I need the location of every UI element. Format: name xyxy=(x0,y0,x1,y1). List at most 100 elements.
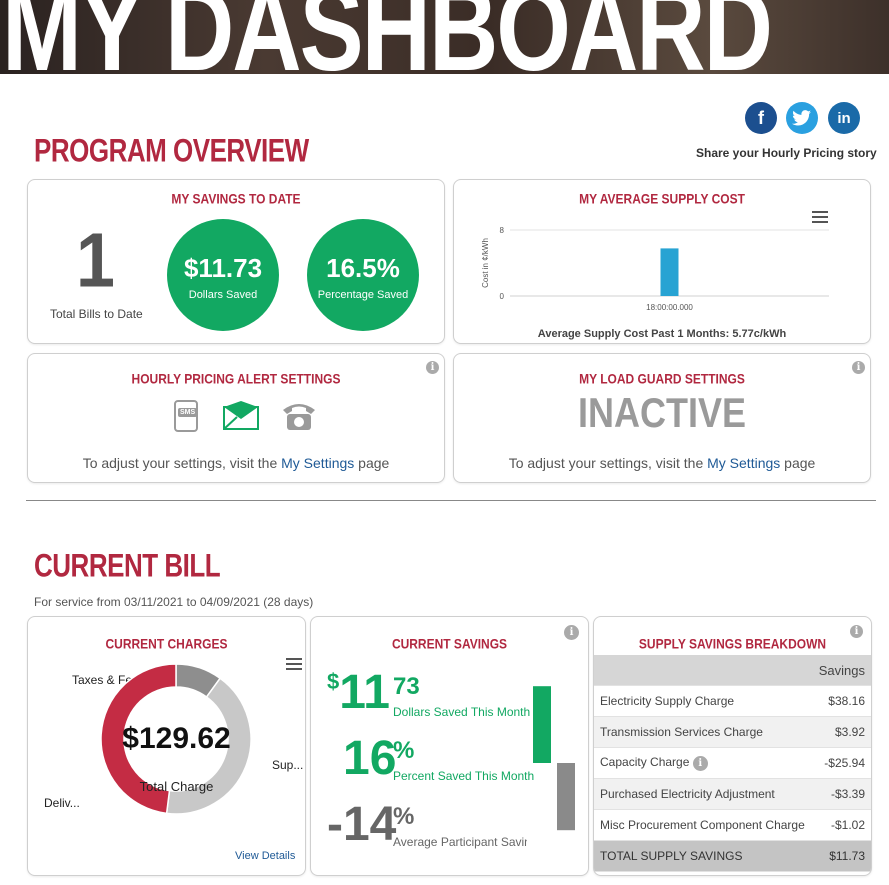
percent-int: 16 xyxy=(343,732,397,785)
info-icon[interactable]: i xyxy=(564,625,579,640)
row-value: -$3.39 xyxy=(816,778,871,810)
savings-comparison-bars xyxy=(533,686,575,831)
phone-call-icon[interactable] xyxy=(280,400,318,432)
dollars-dec: 73 xyxy=(393,673,420,700)
facebook-icon[interactable]: f xyxy=(745,102,777,134)
savings-bar-average xyxy=(557,763,575,831)
chart-menu-icon[interactable] xyxy=(812,211,828,223)
supply-cost-chart: 8 0 Cost in ¢/kWh 18:00:00.000 xyxy=(481,226,829,312)
row-label: Capacity Charge i xyxy=(594,747,817,779)
info-icon[interactable]: i xyxy=(850,625,863,638)
average-supply-cost-card: MY AVERAGE SUPPLY COST 8 0 Cost in ¢/kWh 18… xyxy=(453,179,871,344)
total-label: TOTAL SUPPLY SAVINGS xyxy=(594,840,817,872)
table-total-row: TOTAL SUPPLY SAVINGS $11.73 xyxy=(594,840,871,872)
donut-hole xyxy=(125,688,227,790)
total-bills-count: 1 xyxy=(76,217,115,303)
savings-to-date-card: MY SAVINGS TO DATE 1 Total Bills to Date… xyxy=(27,179,445,344)
x-tick-label: 18:00:00.000 xyxy=(646,303,693,312)
donut-slice[interactable] xyxy=(100,663,177,815)
dollars-saved-circle: $11.73 Dollars Saved xyxy=(167,219,279,331)
row-value: -$1.02 xyxy=(816,809,871,841)
total-value: $11.73 xyxy=(816,840,871,872)
supply-breakdown-card: SUPPLY SAVINGS BREAKDOWN i Savings Elect… xyxy=(593,616,872,876)
current-savings-card: CURRENT SAVINGS i $11 73 Dollars Saved T… xyxy=(310,616,589,876)
row-value: -$25.94 xyxy=(816,747,871,779)
hero-banner: MY DASHBOARD xyxy=(0,0,889,74)
slice-label: Sup... xyxy=(272,758,303,772)
page-title: MY DASHBOARD xyxy=(2,0,773,74)
sms-phone-icon[interactable]: SMS xyxy=(174,400,198,432)
average-supply-cost-footer: Average Supply Cost Past 1 Months: 5.77c… xyxy=(537,328,787,340)
share-story-text: Share your Hourly Pricing story xyxy=(696,146,877,160)
savings-header: Savings xyxy=(594,655,871,686)
y-tick-label: 8 xyxy=(500,226,505,235)
twitter-icon[interactable] xyxy=(786,102,818,134)
table-row: Electricity Supply Charge $38.16 xyxy=(594,685,871,717)
load-guard-title: MY LOAD GUARD SETTINGS xyxy=(579,370,745,388)
percentage-saved-circle: 16.5% Percentage Saved xyxy=(307,219,419,331)
alert-settings-card: HOURLY PRICING ALERT SETTINGS i SMS To a… xyxy=(27,353,445,483)
current-bill-title: CURRENT BILL xyxy=(34,546,221,584)
view-details-link[interactable]: View Details xyxy=(235,850,296,862)
table-row: Misc Procurement Component Charge -$1.02 xyxy=(594,809,871,841)
row-label: Transmission Services Charge xyxy=(594,716,817,748)
linkedin-icon[interactable]: in xyxy=(828,102,860,134)
load-guard-text: To adjust your settings, visit the My Se… xyxy=(454,455,870,471)
load-guard-prefix: To adjust your settings, visit the xyxy=(508,455,708,471)
charges-donut-chart: Taxes & FeesSup...Deliv... xyxy=(44,663,303,815)
row-label: Misc Procurement Component Charge xyxy=(594,809,817,841)
alert-settings-text: To adjust your settings, visit the My Se… xyxy=(28,455,444,471)
sms-badge: SMS xyxy=(178,408,198,417)
twitter-bird-icon xyxy=(792,110,811,126)
savings-bar-you xyxy=(533,686,551,763)
dollars-int: 11 xyxy=(339,666,390,719)
slice-label: Deliv... xyxy=(44,796,80,810)
load-guard-card: MY LOAD GUARD SETTINGS i INACTIVE To adj… xyxy=(453,353,871,483)
total-charge-label: Total Charge xyxy=(139,779,214,794)
table-row: Purchased Electricity Adjustment -$3.39 xyxy=(594,778,871,810)
donut-slice[interactable] xyxy=(165,677,252,815)
avg-participant-label: Average Participant Savings xyxy=(393,835,527,849)
current-charges-title: CURRENT CHARGES xyxy=(105,635,228,653)
alert-settings-title: HOURLY PRICING ALERT SETTINGS xyxy=(131,370,341,388)
row-value: $3.92 xyxy=(816,716,871,748)
dollar-sign: $ xyxy=(327,669,340,694)
bar[interactable] xyxy=(660,248,679,296)
service-period: For service from 03/11/2021 to 04/09/202… xyxy=(34,595,314,609)
total-bills-label: Total Bills to Date xyxy=(50,307,143,321)
dollars-saved-label: Dollars Saved xyxy=(188,289,258,301)
section-divider xyxy=(26,500,876,501)
info-icon[interactable]: i xyxy=(692,755,708,771)
percentage-saved-value: 16.5% xyxy=(326,253,400,283)
avg-participant-int: -14 xyxy=(327,798,397,851)
alert-settings-suffix: page xyxy=(354,455,390,471)
chart-menu-icon[interactable] xyxy=(286,658,302,670)
table-row: Transmission Services Charge $3.92 xyxy=(594,716,871,748)
email-envelope-icon[interactable] xyxy=(223,401,259,431)
info-icon[interactable]: i xyxy=(852,361,865,374)
my-settings-link[interactable]: My Settings xyxy=(707,455,781,471)
percentage-saved-label: Percentage Saved xyxy=(317,289,409,301)
current-charges-card: CURRENT CHARGES Taxes & Fees Sup... Deliv.… xyxy=(27,616,306,876)
savings-to-date-title: MY SAVINGS TO DATE xyxy=(171,190,301,208)
y-tick-label: 0 xyxy=(500,292,505,301)
capacity-charge-label: Capacity Charge xyxy=(600,755,690,770)
load-guard-suffix: page xyxy=(780,455,816,471)
avg-participant-sign: % xyxy=(393,803,415,830)
my-settings-link[interactable]: My Settings xyxy=(281,455,355,471)
current-savings-title: CURRENT SAVINGS xyxy=(391,635,508,653)
row-label: Electricity Supply Charge xyxy=(594,685,817,717)
row-value: $38.16 xyxy=(816,685,871,717)
average-supply-cost-title: MY AVERAGE SUPPLY COST xyxy=(579,190,745,208)
load-guard-status: INACTIVE xyxy=(577,388,746,436)
dollars-saved-value: $11.73 xyxy=(183,253,263,283)
dollars-saved-month: $11 xyxy=(327,669,390,717)
y-axis-label: Cost in ¢/kWh xyxy=(481,238,490,288)
supply-breakdown-table: Savings Electricity Supply Charge $38.16 … xyxy=(594,655,871,872)
supply-breakdown-title: SUPPLY SAVINGS BREAKDOWN xyxy=(638,635,827,653)
percent-sign: % xyxy=(393,737,415,764)
alert-settings-prefix: To adjust your settings, visit the xyxy=(82,455,282,471)
program-overview-title: PROGRAM OVERVIEW xyxy=(34,131,309,169)
row-label: Purchased Electricity Adjustment xyxy=(594,778,817,810)
info-icon[interactable]: i xyxy=(426,361,439,374)
